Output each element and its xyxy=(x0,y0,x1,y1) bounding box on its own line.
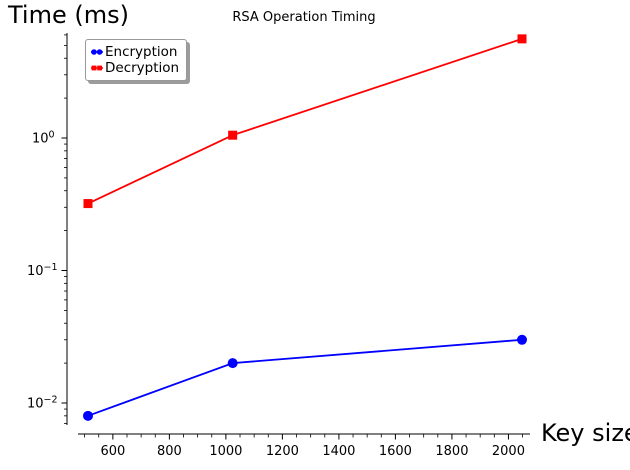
data-point-decryption xyxy=(517,34,527,44)
legend-label-decryption: Decryption xyxy=(105,60,180,76)
data-point-decryption xyxy=(83,199,93,209)
legend-item-decryption: Decryption xyxy=(90,60,179,76)
legend-box: Encryption Decryption xyxy=(85,39,188,81)
chart-title: RSA Operation Timing xyxy=(232,10,376,25)
x-tick-label: 800 xyxy=(157,444,182,459)
series-line-encryption xyxy=(87,338,523,417)
x-tick-label: 600 xyxy=(100,444,125,459)
y-tick-label: 10−2 xyxy=(27,395,58,412)
data-point-decryption xyxy=(228,130,238,140)
x-tick-label: 1800 xyxy=(435,444,468,459)
x-tick-label: 1400 xyxy=(322,444,355,459)
x-tick-label: 2000 xyxy=(492,444,525,459)
x-tick-label: 1200 xyxy=(266,444,299,459)
legend-label-encryption: Encryption xyxy=(105,44,178,60)
data-point-encryption xyxy=(227,358,238,369)
data-point-encryption xyxy=(517,334,527,345)
data-point-encryption xyxy=(83,410,93,421)
x-axis-title: Key size xyxy=(541,419,630,447)
encryption-marker-icon xyxy=(91,49,103,55)
x-tick-label: 1000 xyxy=(209,444,242,459)
decryption-marker-icon xyxy=(91,65,103,71)
legend-item-encryption: Encryption xyxy=(90,44,179,60)
y-tick-label: 10−1 xyxy=(27,262,58,279)
y-tick-label: 100 xyxy=(32,130,55,147)
x-tick-label: 1600 xyxy=(379,444,412,459)
y-axis-title: Time (ms) xyxy=(8,1,129,29)
